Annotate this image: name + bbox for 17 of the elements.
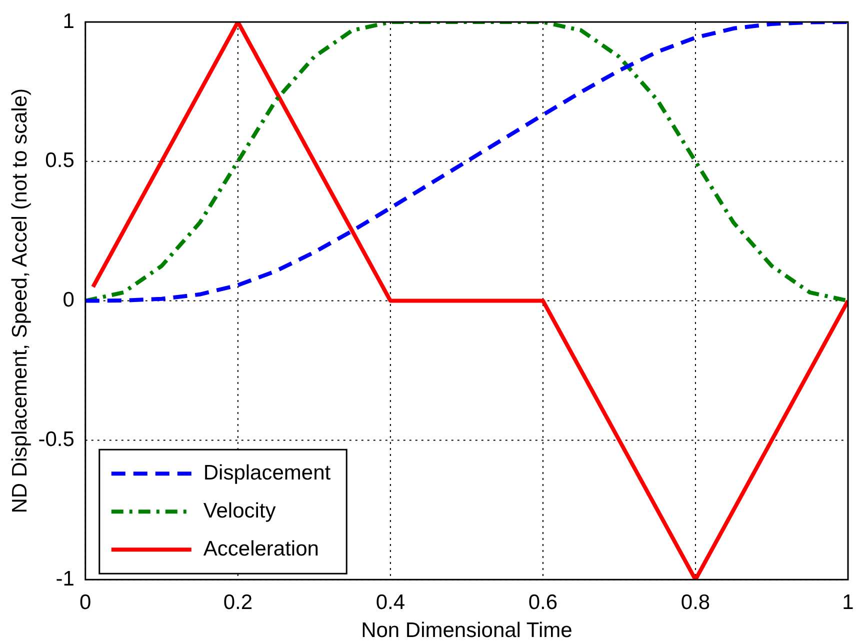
y-tick-label: -0.5	[38, 428, 74, 451]
x-tick-label: 0.6	[528, 590, 558, 614]
y-tick-label: -1	[56, 567, 74, 590]
x-axis-title: Non Dimensional Time	[361, 619, 572, 642]
x-tick-label: 1	[842, 590, 854, 614]
x-tick-label: 0.4	[376, 590, 406, 614]
x-tick-label: 0.2	[223, 590, 253, 614]
legend-label: Displacement	[203, 461, 331, 484]
y-tick-label: 1	[62, 10, 74, 33]
y-tick-label: 0.5	[45, 149, 74, 172]
x-tick-label: 0.8	[680, 590, 710, 614]
legend-label: Acceleration	[203, 537, 319, 560]
y-tick-label: 0	[62, 288, 74, 312]
line-series	[85, 22, 848, 303]
legend-label: Velocity	[203, 499, 276, 522]
y-axis-title: ND Displacement, Speed, Accel (not to scale)	[8, 88, 32, 514]
x-tick-label: 0	[80, 590, 92, 614]
